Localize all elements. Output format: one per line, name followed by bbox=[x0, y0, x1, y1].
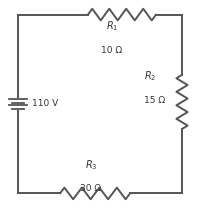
Text: $R_3$: $R_3$ bbox=[85, 158, 97, 172]
Text: 15 Ω: 15 Ω bbox=[144, 96, 165, 105]
Text: 10 Ω: 10 Ω bbox=[101, 46, 123, 55]
Text: $R_2$: $R_2$ bbox=[144, 69, 156, 83]
Text: 110 V: 110 V bbox=[32, 99, 58, 109]
Text: $R_1$: $R_1$ bbox=[106, 20, 118, 33]
Text: 30 Ω: 30 Ω bbox=[80, 184, 102, 193]
